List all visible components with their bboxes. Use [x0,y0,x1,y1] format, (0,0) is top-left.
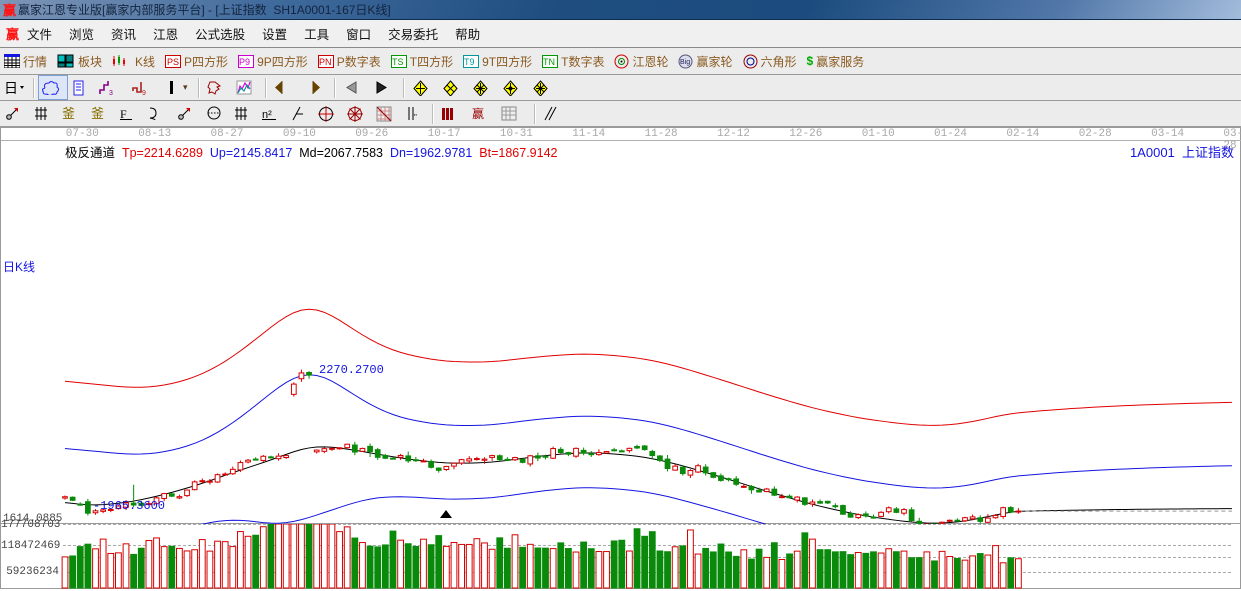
svg-text:釜: 釜 [91,106,104,121]
svg-text:3: 3 [109,90,113,96]
svg-text:PN: PN [319,57,332,67]
svg-text:Big: Big [680,59,690,66]
svg-text:F: F [120,107,127,121]
svg-text:P9: P9 [239,57,250,67]
svg-text:TN: TN [543,57,555,67]
svg-text:TS: TS [392,57,404,67]
svg-text:日: 日 [4,82,18,96]
svg-text:PS: PS [167,57,179,67]
svg-text:釜: 釜 [62,106,75,121]
svg-text:9: 9 [142,90,146,96]
svg-text:赢: 赢 [472,106,484,121]
svg-text:": " [414,113,417,121]
svg-text:T9: T9 [464,57,475,67]
